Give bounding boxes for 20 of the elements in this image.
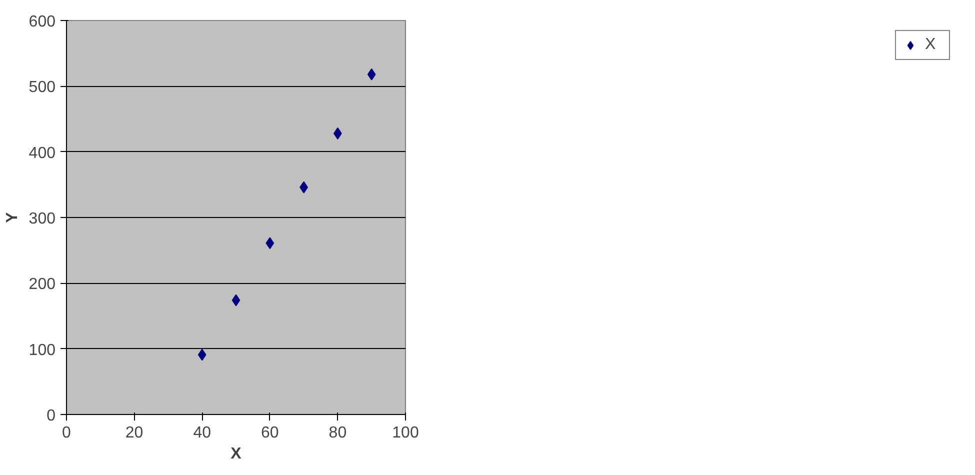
x-tick-label: 20	[125, 424, 144, 442]
x-axis-title: X	[230, 446, 242, 462]
y-tick-label: 600	[28, 14, 56, 30]
point	[198, 348, 206, 361]
y-axis-title: Y	[4, 212, 21, 223]
y-tick-label: 300	[28, 210, 56, 228]
x-tick-label: 100	[392, 424, 419, 442]
point	[266, 237, 274, 250]
y-tick-label: 100	[28, 342, 56, 359]
y-tick-label: 400	[28, 144, 56, 162]
y-tick-label: 500	[28, 79, 56, 96]
point	[232, 294, 240, 306]
y-tick-label: 200	[28, 276, 56, 294]
x-tick-label: 0	[62, 424, 72, 442]
point	[367, 68, 376, 80]
y-tick-label: 0	[46, 408, 56, 424]
x-tick-label: 60	[261, 424, 279, 442]
x-tick-label: 40	[193, 424, 212, 442]
legend-label: X	[925, 36, 937, 54]
x-tick-label: 80	[328, 424, 347, 442]
